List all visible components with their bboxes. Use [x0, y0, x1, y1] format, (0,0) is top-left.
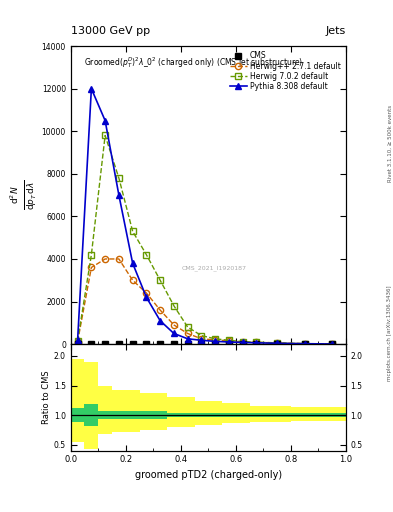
Pythia 8.308 default: [275, 340, 279, 346]
CMS: [144, 341, 149, 347]
CMS: [275, 341, 279, 347]
Herwig 7.0.2 default: [199, 332, 204, 338]
Herwig 7.0.2 default: [240, 338, 245, 345]
Herwig++ 2.7.1 default: [213, 337, 218, 343]
Pythia 8.308 default: [171, 330, 176, 336]
Text: Jets: Jets: [325, 26, 346, 36]
Herwig 7.0.2 default: [116, 175, 121, 181]
Herwig 7.0.2 default: [103, 133, 108, 139]
CMS: [199, 341, 204, 347]
Text: Rivet 3.1.10, ≥ 500k events: Rivet 3.1.10, ≥ 500k events: [387, 105, 392, 182]
Pythia 8.308 default: [302, 340, 307, 347]
Herwig 7.0.2 default: [89, 251, 94, 258]
Y-axis label: $\mathrm{d}^2N$
$\overline{\mathrm{d}p_T\,\mathrm{d}\lambda}$: $\mathrm{d}^2N$ $\overline{\mathrm{d}p_T…: [8, 180, 39, 210]
Herwig++ 2.7.1 default: [302, 340, 307, 347]
CMS: [330, 341, 334, 347]
Herwig++ 2.7.1 default: [330, 341, 334, 347]
CMS: [240, 341, 245, 347]
CMS: [158, 341, 163, 347]
Pythia 8.308 default: [116, 192, 121, 198]
Herwig++ 2.7.1 default: [89, 264, 94, 270]
CMS: [75, 341, 80, 347]
X-axis label: groomed pTD2 (charged-only): groomed pTD2 (charged-only): [135, 470, 282, 480]
Herwig++ 2.7.1 default: [158, 307, 163, 313]
Line: Herwig 7.0.2 default: Herwig 7.0.2 default: [75, 133, 335, 347]
Herwig++ 2.7.1 default: [254, 339, 259, 346]
Pythia 8.308 default: [213, 338, 218, 345]
Line: Herwig++ 2.7.1 default: Herwig++ 2.7.1 default: [75, 256, 335, 347]
Pythia 8.308 default: [103, 118, 108, 124]
Herwig++ 2.7.1 default: [226, 338, 231, 344]
Pythia 8.308 default: [254, 340, 259, 346]
Line: CMS: CMS: [75, 342, 335, 347]
Herwig 7.0.2 default: [302, 340, 307, 347]
Pythia 8.308 default: [185, 336, 190, 342]
CMS: [226, 341, 231, 347]
Herwig++ 2.7.1 default: [103, 256, 108, 262]
CMS: [89, 341, 94, 347]
Herwig 7.0.2 default: [254, 339, 259, 345]
Herwig++ 2.7.1 default: [240, 339, 245, 345]
Herwig++ 2.7.1 default: [171, 322, 176, 328]
CMS: [254, 341, 259, 347]
Herwig 7.0.2 default: [75, 338, 80, 344]
Herwig++ 2.7.1 default: [130, 277, 135, 283]
Pythia 8.308 default: [89, 86, 94, 92]
Herwig 7.0.2 default: [130, 228, 135, 234]
Herwig 7.0.2 default: [330, 341, 334, 347]
Herwig 7.0.2 default: [171, 303, 176, 309]
Herwig++ 2.7.1 default: [185, 330, 190, 336]
Y-axis label: Ratio to CMS: Ratio to CMS: [42, 371, 51, 424]
Herwig 7.0.2 default: [213, 336, 218, 342]
Herwig++ 2.7.1 default: [275, 340, 279, 346]
Pythia 8.308 default: [75, 337, 80, 343]
Herwig++ 2.7.1 default: [75, 338, 80, 345]
CMS: [185, 341, 190, 347]
Text: 13000 GeV pp: 13000 GeV pp: [71, 26, 150, 36]
Herwig++ 2.7.1 default: [144, 290, 149, 296]
Text: CMS_2021_I1920187: CMS_2021_I1920187: [181, 266, 246, 271]
Pythia 8.308 default: [130, 260, 135, 266]
Herwig 7.0.2 default: [185, 324, 190, 330]
CMS: [302, 341, 307, 347]
Herwig 7.0.2 default: [275, 340, 279, 346]
CMS: [116, 341, 121, 347]
Herwig++ 2.7.1 default: [116, 256, 121, 262]
Text: mcplots.cern.ch [arXiv:1306.3436]: mcplots.cern.ch [arXiv:1306.3436]: [387, 285, 392, 380]
Pythia 8.308 default: [199, 337, 204, 344]
Herwig 7.0.2 default: [144, 251, 149, 258]
Herwig++ 2.7.1 default: [199, 336, 204, 342]
Pythia 8.308 default: [158, 317, 163, 324]
Legend: CMS, Herwig++ 2.7.1 default, Herwig 7.0.2 default, Pythia 8.308 default: CMS, Herwig++ 2.7.1 default, Herwig 7.0.…: [228, 50, 342, 92]
CMS: [130, 341, 135, 347]
Pythia 8.308 default: [226, 339, 231, 345]
Herwig 7.0.2 default: [226, 337, 231, 344]
CMS: [171, 341, 176, 347]
Pythia 8.308 default: [240, 339, 245, 346]
CMS: [213, 341, 218, 347]
Line: Pythia 8.308 default: Pythia 8.308 default: [75, 86, 335, 347]
Herwig 7.0.2 default: [158, 277, 163, 283]
Text: Groomed$(p_T^D)^2\lambda\_0^2$ (charged only) (CMS jet substructure): Groomed$(p_T^D)^2\lambda\_0^2$ (charged …: [84, 55, 304, 70]
Pythia 8.308 default: [144, 294, 149, 301]
Pythia 8.308 default: [330, 341, 334, 347]
CMS: [103, 341, 108, 347]
